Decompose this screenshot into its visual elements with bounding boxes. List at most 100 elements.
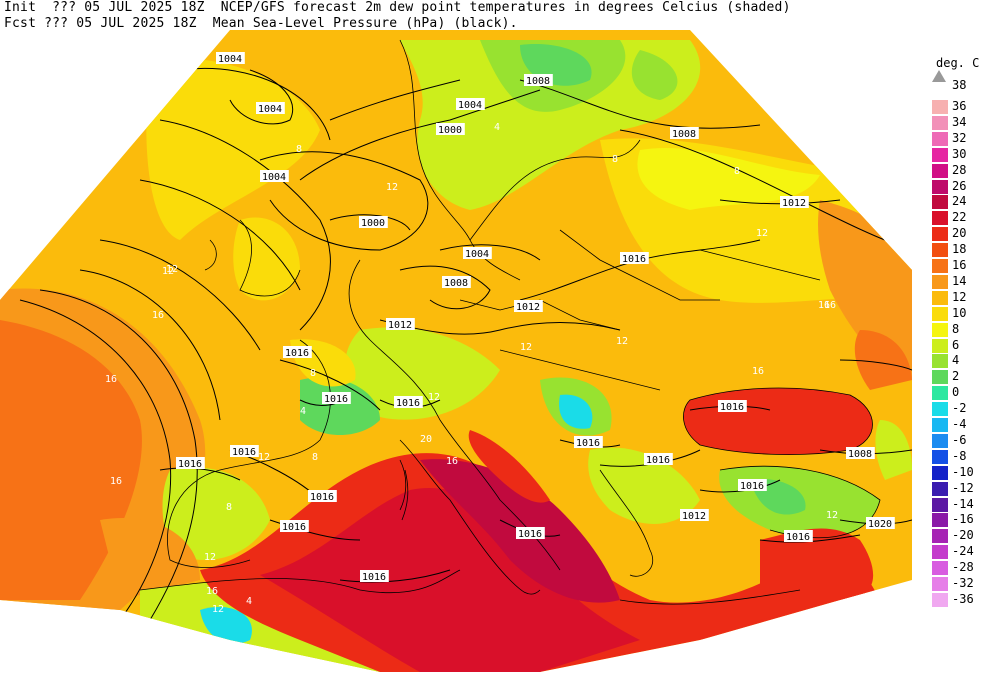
isobar-label-text: 1004 [458, 100, 482, 111]
legend-swatch-label: 24 [952, 194, 967, 209]
isobar-label-text: 1004 [218, 54, 242, 65]
legend-swatch-label: 28 [952, 162, 967, 177]
isobar-label-text: 1016 [285, 348, 309, 359]
legend-swatch-label: 6 [952, 337, 960, 352]
dewpoint-contour-label: 16 [752, 366, 764, 377]
legend-swatch [932, 592, 948, 607]
isobar-label: 1008 [670, 127, 699, 140]
isobar-label-text: 1012 [516, 302, 540, 313]
isobar-label-text: 1008 [444, 278, 468, 289]
isobar-label: 1016 [322, 392, 351, 405]
legend-swatch-label: 2 [952, 369, 960, 384]
isobar-label: 1008 [442, 276, 471, 289]
legend-swatch [932, 545, 948, 560]
legend-swatch [932, 290, 948, 305]
isobar-label-text: 1016 [396, 398, 420, 409]
isobar-label: 1012 [386, 318, 415, 331]
isobar-label-text: 1016 [324, 394, 348, 405]
legend-swatch-label: -4 [952, 417, 967, 431]
isobar-label: 1016 [176, 457, 205, 470]
legend-swatch-label: 18 [952, 242, 967, 257]
isobar-label-text: 1012 [388, 320, 412, 331]
dewpoint-contour-label: 12 [428, 392, 440, 403]
isobar-label-text: 1016 [646, 455, 670, 466]
legend-swatch-label: -2 [952, 401, 967, 416]
isobar-label: 1016 [308, 490, 337, 503]
isobar-label: 1012 [680, 509, 709, 522]
isobar-label: 1008 [846, 447, 875, 460]
isobar-label: 1000 [359, 216, 388, 229]
isobar-label-text: 1000 [361, 218, 385, 229]
dewpoint-contour-label: 16 [206, 586, 218, 597]
legend-swatch [932, 354, 948, 369]
dewpoint-contour-label: 12 [212, 604, 224, 615]
isobar-label: 1016 [283, 346, 312, 359]
dewpoint-contour-label: 16 [818, 300, 830, 311]
legend-swatch [932, 513, 948, 528]
dewpoint-contour-label: 8 [296, 144, 302, 155]
legend-swatch-label: -28 [952, 560, 974, 575]
legend-swatch-label: -12 [952, 480, 974, 495]
legend-swatch-label: 20 [952, 226, 967, 241]
legend-swatch [932, 402, 948, 417]
isobar-label-text: 1004 [262, 172, 286, 183]
legend-swatch [932, 322, 948, 337]
dewpoint-contour-label: 16 [824, 300, 836, 311]
legend-swatch [932, 433, 948, 448]
legend-swatch-label: -6 [952, 432, 967, 447]
legend-swatch [932, 306, 948, 321]
legend-swatch [932, 259, 948, 273]
dewpoint-contour-label: 4 [246, 596, 252, 607]
dewpoint-contour-label: 16 [152, 310, 164, 321]
isobar-label-text: 1016 [518, 529, 542, 540]
isobar-label: 1016 [574, 436, 603, 449]
dewpoint-contour-label: 8 [310, 368, 316, 379]
legend-swatch-label: 32 [952, 130, 967, 145]
legend-swatch-label: 14 [952, 273, 967, 288]
isobar-label: 1004 [256, 102, 285, 115]
color-legend: deg. C 38 36 34 32 30 28 26 24 22 20 18 16 14 12 10 8 6… [928, 56, 998, 676]
legend-swatch-label: -10 [952, 464, 974, 479]
isobar-label: 1008 [524, 74, 553, 87]
isobar-label-text: 1008 [526, 76, 550, 87]
legend-title: deg. C [936, 56, 980, 70]
legend-swatch [932, 243, 948, 258]
isobar-label: 1012 [514, 300, 543, 313]
dewpoint-contour-label: 12 [162, 266, 174, 277]
isobar-label: 1004 [456, 98, 485, 111]
isobar-label-text: 1016 [178, 459, 202, 470]
legend-swatch [932, 481, 948, 496]
isobar-label: 1016 [718, 400, 747, 413]
legend-swatch-label: -8 [952, 448, 967, 463]
dewpoint-labels: 1216161612128848121612812161284121620161… [105, 122, 838, 615]
dewpoint-contour-label: 12 [166, 264, 178, 275]
legend-swatch-label: 12 [952, 289, 967, 304]
legend-swatch-label: -24 [952, 544, 974, 559]
isobar-label-text: 1016 [622, 254, 646, 265]
legend-swatch [932, 227, 948, 242]
legend-top-label: 38 [952, 78, 967, 92]
legend-swatch [932, 147, 948, 162]
isobar-label-text: 1020 [868, 519, 892, 530]
legend-swatch-label: 4 [952, 353, 960, 368]
legend-swatch [932, 338, 948, 353]
isobar-label-text: 1012 [782, 198, 806, 209]
isobar-label-text: 1012 [682, 511, 706, 522]
isobar-label: 1004 [463, 247, 492, 260]
legend-swatch-label: -36 [952, 591, 974, 606]
dewpoint-contour-label: 16 [105, 374, 117, 385]
legend-swatch-label: 8 [952, 321, 960, 336]
legend-swatch-label: 30 [952, 146, 967, 161]
legend-swatch [932, 211, 948, 226]
legend-swatch [932, 274, 948, 289]
legend-swatch [932, 195, 948, 210]
isobar-label: 1016 [644, 453, 673, 466]
dewpoint-contour-label: 8 [612, 154, 618, 165]
legend-swatch-label: -14 [952, 496, 974, 511]
isobar-label: 1016 [394, 396, 423, 409]
isobar-label: 1016 [784, 530, 813, 543]
legend-swatch [932, 529, 948, 544]
isobar-label: 1016 [280, 520, 309, 533]
